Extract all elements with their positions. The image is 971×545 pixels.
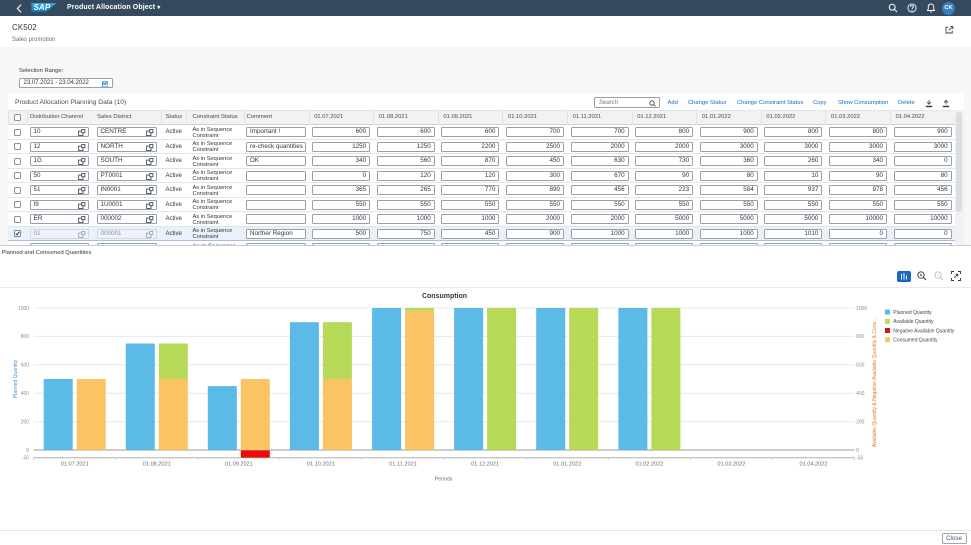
svg-text:Periods: Periods — [435, 477, 453, 483]
svg-text:1000: 1000 — [18, 306, 29, 312]
svg-text:600: 600 — [21, 363, 30, 369]
svg-text:-50: -50 — [22, 456, 29, 462]
svg-text:01.11.2021: 01.11.2021 — [389, 461, 417, 467]
svg-text:Consumed Quantity: Consumed Quantity — [893, 338, 938, 344]
svg-text:Available Quantity: Available Quantity — [893, 319, 934, 325]
svg-text:800: 800 — [21, 334, 30, 340]
svg-text:Planned Quantity: Planned Quantity — [893, 310, 932, 316]
svg-text:400: 400 — [856, 391, 865, 397]
svg-text:01.08.2021: 01.08.2021 — [143, 461, 171, 467]
svg-text:Available Quantity & Negative: Available Quantity & Negative Available … — [872, 318, 878, 447]
svg-text:01.03.2022: 01.03.2022 — [717, 461, 745, 467]
svg-text:600: 600 — [856, 363, 865, 369]
svg-text:200: 200 — [856, 419, 865, 425]
svg-text:1000: 1000 — [856, 306, 867, 312]
svg-text:200: 200 — [21, 419, 30, 425]
svg-text:01.07.2021: 01.07.2021 — [61, 461, 89, 467]
svg-text:Planned Quantity: Planned Quantity — [13, 359, 19, 398]
svg-text:01.01.2022: 01.01.2022 — [553, 461, 581, 467]
svg-text:01.04.2022: 01.04.2022 — [800, 461, 828, 467]
svg-text:0: 0 — [26, 448, 29, 454]
svg-text:01.12.2021: 01.12.2021 — [471, 461, 499, 467]
svg-text:01.02.2022: 01.02.2022 — [635, 461, 663, 467]
svg-text:01.09.2021: 01.09.2021 — [225, 461, 253, 467]
svg-text:800: 800 — [856, 334, 865, 340]
svg-text:0: 0 — [856, 448, 859, 454]
svg-text:01.10.2021: 01.10.2021 — [307, 461, 335, 467]
svg-text:400: 400 — [21, 391, 30, 397]
svg-text:Negative Available Quantity: Negative Available Quantity — [893, 328, 955, 334]
svg-text:-50: -50 — [856, 456, 863, 462]
